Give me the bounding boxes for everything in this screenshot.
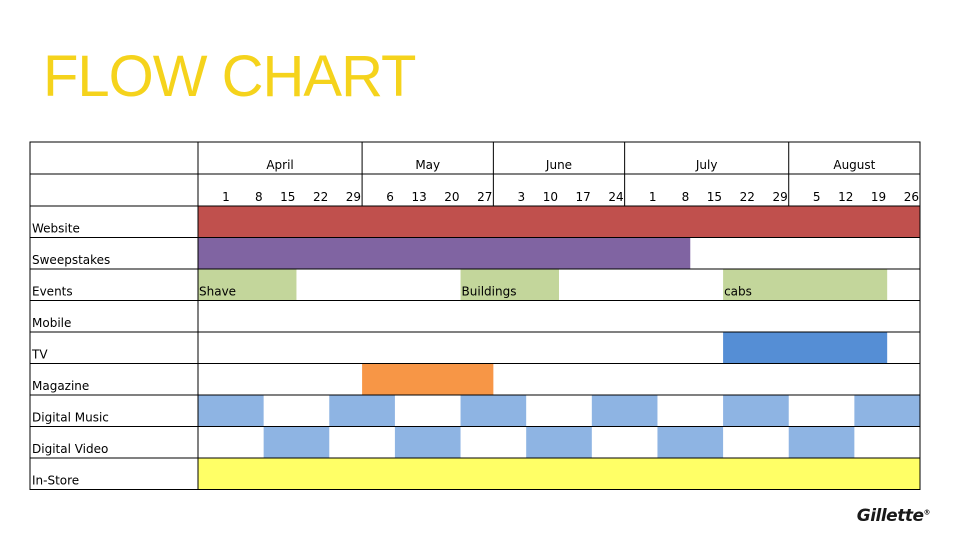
row-label: Website <box>32 222 80 236</box>
week-label: 29 <box>346 190 361 204</box>
bar-label: cabs <box>724 285 752 299</box>
week-label: 1 <box>649 190 657 204</box>
row-label: Sweepstakes <box>32 253 110 267</box>
gantt-bar <box>723 395 789 427</box>
row-label: Events <box>32 285 73 299</box>
gantt-bar <box>263 426 330 458</box>
week-label: 27 <box>477 190 492 204</box>
gantt-bar <box>657 426 724 458</box>
week-label: 13 <box>411 190 426 204</box>
row-label: Digital Music <box>32 411 109 425</box>
week-label: 17 <box>576 190 591 204</box>
gantt-bar <box>460 269 559 301</box>
week-label: 8 <box>682 190 690 204</box>
week-label: 22 <box>313 190 328 204</box>
gantt-bar <box>788 426 855 458</box>
gantt-bar <box>591 395 658 427</box>
week-label: 10 <box>543 190 558 204</box>
gantt-bar <box>198 206 920 238</box>
gantt-bar <box>198 395 264 427</box>
month-label: July <box>695 158 718 172</box>
week-label: 6 <box>386 190 394 204</box>
week-label: 20 <box>444 190 459 204</box>
row-label: Magazine <box>32 379 89 393</box>
row-label: Mobile <box>32 316 71 330</box>
gantt-bar <box>723 269 888 301</box>
week-label: 3 <box>518 190 526 204</box>
gantt-bar <box>198 458 920 490</box>
row-label: In-Store <box>32 474 79 488</box>
gantt-bar <box>854 395 920 427</box>
week-label: 19 <box>871 190 886 204</box>
week-label: 26 <box>904 190 919 204</box>
bar-label: Buildings <box>462 285 517 299</box>
month-label: April <box>266 158 293 172</box>
week-label: 22 <box>740 190 755 204</box>
gantt-bar <box>198 269 297 301</box>
gantt-bar <box>460 395 527 427</box>
week-label: 15 <box>707 190 722 204</box>
week-label: 1 <box>222 190 230 204</box>
month-label: May <box>415 158 440 172</box>
gillette-logo: Gillette® <box>856 506 931 526</box>
row-label: Digital Video <box>32 442 108 456</box>
week-label: 8 <box>255 190 263 204</box>
bar-label: Shave <box>199 285 236 299</box>
gantt-bar <box>394 426 461 458</box>
week-label: 15 <box>280 190 295 204</box>
gantt-bar <box>526 426 592 458</box>
page-title: FLOW CHART <box>43 44 416 109</box>
gantt-bar <box>329 395 395 427</box>
row-label: TV <box>31 348 48 362</box>
week-label: 24 <box>608 190 623 204</box>
logo-text: Gillette <box>856 506 924 526</box>
gantt-bar <box>723 332 888 364</box>
week-label: 29 <box>772 190 787 204</box>
week-label: 5 <box>813 190 821 204</box>
table-border <box>29 141 921 490</box>
gantt-bar <box>362 363 494 395</box>
month-label: August <box>833 158 875 172</box>
gantt-bar <box>198 237 691 269</box>
month-label: June <box>545 158 572 172</box>
week-label: 12 <box>838 190 853 204</box>
